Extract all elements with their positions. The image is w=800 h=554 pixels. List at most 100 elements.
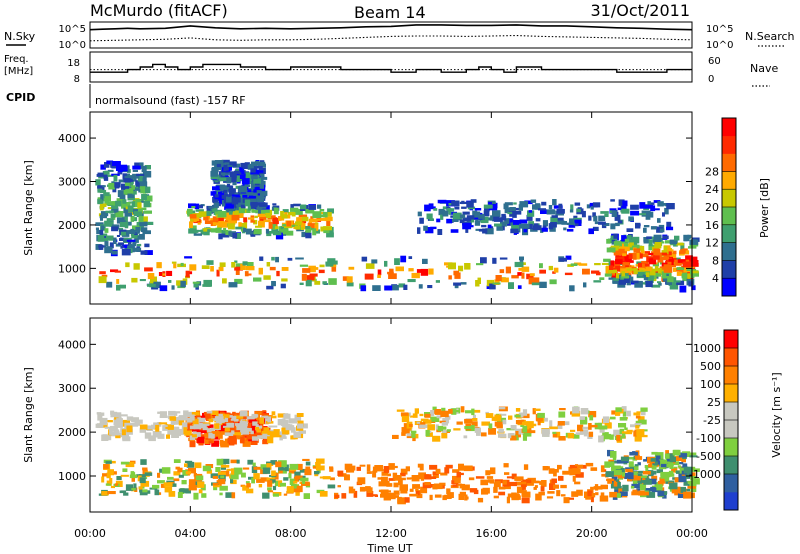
- velocity-echo-cell: [230, 473, 239, 480]
- power-echo-cell: [513, 202, 517, 205]
- power-echo-cell: [437, 229, 443, 235]
- velocity-echo-cell: [653, 461, 658, 466]
- power-echo-cell: [135, 183, 140, 187]
- power-echo-cell: [111, 173, 120, 176]
- velocity-echo-cell: [114, 421, 123, 428]
- power-echo-cell: [138, 216, 144, 223]
- velocity-echo-cell: [250, 430, 254, 435]
- power-echo-cell: [511, 225, 519, 231]
- power-echo-cell: [124, 212, 133, 217]
- power-echo-cell: [106, 160, 114, 164]
- power-echo-cell: [573, 223, 579, 227]
- power-echo-cell: [541, 227, 548, 232]
- power-colorbar-swatch: [722, 171, 736, 190]
- power-echo-cell: [613, 265, 621, 272]
- power-echo-cell: [102, 171, 110, 175]
- velocity-echo-cell: [380, 490, 385, 497]
- power-echo-cell: [210, 174, 219, 180]
- power-echo-cell: [633, 248, 641, 253]
- power-echo-cell: [609, 265, 614, 270]
- velocity-echo-cell: [461, 484, 470, 491]
- power-echo-cell: [654, 244, 658, 248]
- power-echo-cell: [99, 271, 106, 275]
- power-echo-cell: [403, 284, 408, 290]
- velocity-echo-cell: [619, 491, 628, 496]
- velocity-echo-cell: [388, 478, 396, 481]
- velocity-echo-cell: [444, 415, 451, 420]
- power-echo-cell: [147, 284, 156, 287]
- power-echo-cell: [643, 227, 647, 233]
- power-echo-cell: [476, 263, 484, 266]
- velocity-colorbar-label: 100: [700, 378, 721, 391]
- power-echo-cell: [104, 246, 113, 254]
- power-echo-cell: [567, 264, 574, 267]
- power-echo-cell: [639, 202, 646, 209]
- velocity-echo-cell: [613, 470, 622, 476]
- power-echo-cell: [211, 167, 219, 172]
- power-echo-cell: [460, 282, 467, 285]
- power-echo-cell: [470, 199, 477, 203]
- velocity-echo-cell: [434, 494, 442, 498]
- velocity-echo-cell: [267, 432, 273, 435]
- power-echo-cell: [272, 231, 282, 236]
- power-echo-cell: [301, 273, 307, 281]
- power-ytick-label: 2000: [58, 219, 86, 232]
- velocity-echo-cell: [472, 418, 478, 422]
- power-echo-cell: [204, 220, 214, 224]
- power-echo-cell: [581, 210, 586, 218]
- power-echo-cell: [495, 275, 502, 281]
- power-echo-cell: [206, 260, 214, 265]
- noise-series-line-2: [89, 34, 693, 42]
- velocity-echo-cell: [671, 486, 681, 494]
- velocity-colorbar-label: Velocity [m s⁻¹]: [770, 372, 783, 457]
- power-echo-cell: [550, 222, 557, 228]
- power-echo-cell: [377, 274, 381, 278]
- velocity-echo-cell: [239, 410, 248, 417]
- power-echo-cell: [604, 273, 612, 277]
- velocity-echo-cell: [548, 468, 555, 474]
- power-echo-cell: [128, 212, 137, 215]
- power-echo-cell: [515, 210, 522, 215]
- velocity-echo-cell: [417, 463, 424, 468]
- power-echo-cell: [128, 240, 132, 247]
- velocity-echo-cell: [537, 412, 545, 418]
- velocity-echo-cell: [425, 429, 430, 437]
- velocity-echo-cell: [183, 427, 188, 435]
- power-colorbar-swatch: [722, 189, 736, 208]
- velocity-echo-cell: [267, 490, 274, 493]
- velocity-echo-cell: [193, 473, 197, 477]
- velocity-echo-cell: [184, 463, 188, 467]
- velocity-echo-cell: [242, 485, 249, 491]
- power-echo-cell: [530, 199, 537, 203]
- power-echo-cell: [131, 235, 140, 239]
- velocity-echo-cell: [521, 497, 530, 504]
- velocity-echo-cell: [292, 483, 297, 489]
- power-echo-cell: [272, 217, 279, 225]
- velocity-echo-cell: [432, 484, 438, 490]
- power-echo-cell: [260, 190, 268, 196]
- velocity-echo-cell: [211, 430, 220, 437]
- velocity-colorbar-swatch: [724, 492, 738, 511]
- velocity-echo-cell: [498, 433, 507, 438]
- power-echo-cell: [451, 218, 459, 222]
- velocity-echo-cell: [588, 423, 592, 430]
- velocity-echo-cell: [256, 479, 265, 483]
- velocity-echo-cell: [481, 421, 490, 426]
- velocity-echo-cell: [240, 430, 248, 434]
- frequency-series: [90, 63, 692, 73]
- power-echo-cell: [214, 211, 219, 216]
- velocity-echo-cell: [101, 434, 109, 441]
- velocity-echo-cell: [669, 456, 676, 463]
- power-echo-cell: [668, 251, 672, 256]
- power-echo-cell: [677, 259, 686, 263]
- power-echo-cell: [588, 215, 592, 221]
- velocity-echo-cell: [646, 491, 656, 498]
- power-echo-cell: [95, 227, 99, 230]
- velocity-echo-cell: [535, 493, 542, 501]
- power-echo-cell: [638, 267, 645, 270]
- velocity-echo-cell: [618, 423, 627, 428]
- power-echo-cell: [97, 172, 104, 175]
- power-echo-cell: [667, 261, 672, 265]
- power-echo-cell: [659, 261, 664, 265]
- power-echo-cell: [505, 266, 511, 274]
